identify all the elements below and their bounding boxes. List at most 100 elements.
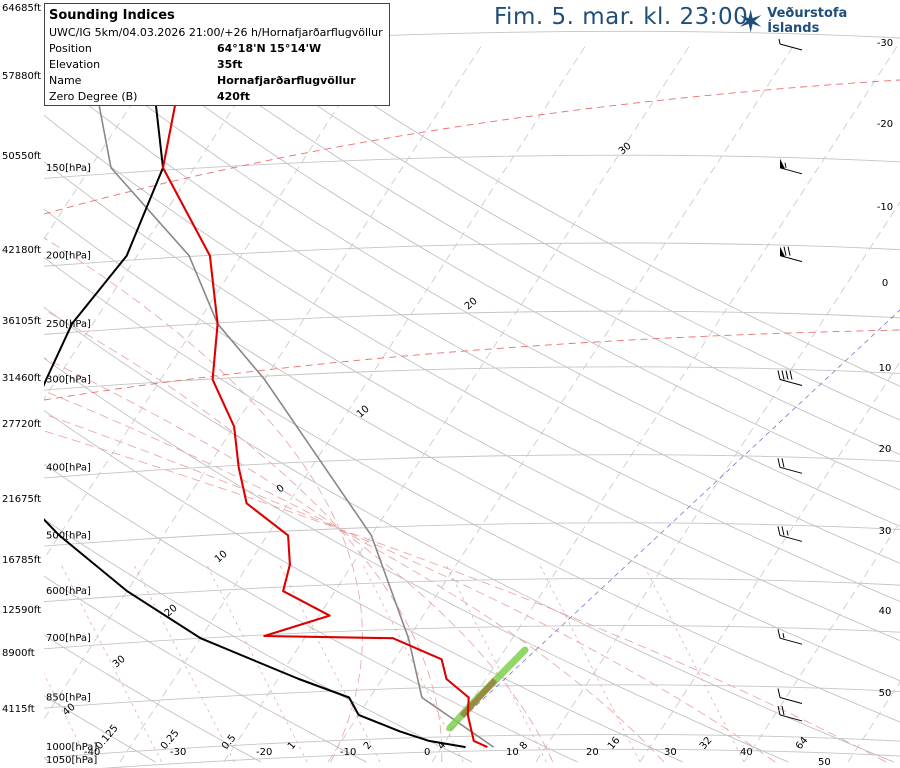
info-value: 64°18'N 15°14'W [217,42,322,55]
isotherm [44,43,380,560]
temperature-tick: 10 [506,747,519,758]
right-temperature-label: 50 [879,688,892,699]
dry-adiabat [44,409,683,763]
info-row-zero-degree: Zero Degree (B) 420ft [49,89,385,105]
height-label: 50550ft [2,151,41,162]
mixing-ratio-label: 1 [286,740,299,752]
height-label: 36105ft [2,316,41,327]
height-label: 21675ft [2,494,41,505]
barb-shaft [779,255,803,263]
pressure-label: 1000[hPa] [46,742,97,753]
height-label: 31460ft [2,373,41,384]
mixing-ratio-line [0,565,16,762]
info-label: Elevation [49,58,101,71]
mixing-ratio-label: 8 [518,740,531,752]
moist-adiabat [44,413,776,763]
pressure-label: 150[hPa] [46,163,91,174]
dry-adiabat [44,575,367,763]
barb-flag [777,629,781,639]
isotherm [639,361,900,763]
curve-label: 40 [61,702,78,719]
wind-barb [777,458,803,474]
axis-labels: 64685ft 57880ft 50550ft 42180ft 36105ft 31460… [2,3,893,768]
temperature-tick: 0 [424,747,430,758]
isobar [44,154,900,179]
mixing-ratio-label: 2 [362,740,375,752]
barb-flag [781,458,785,468]
right-temperature-label: 10 [879,363,892,374]
barb-flag [777,526,781,536]
temperature-tick: -40 [84,747,100,758]
pressure-label: 300[hPa] [46,374,91,385]
dry-adiabat [44,634,262,763]
pressure-label: 600[hPa] [46,586,91,597]
dry-adiabat [44,463,578,763]
temperature-tick: 30 [664,747,677,758]
barb-flag [777,705,781,716]
barb-flag [783,246,787,256]
right-temperature-label: 20 [879,444,892,455]
barb-shaft [779,637,803,645]
temperature-tick: -10 [340,747,356,758]
info-label: Name [49,74,82,87]
barb-shaft [779,534,803,542]
dry-adiabat [44,69,900,564]
moist-adiabat [44,390,665,763]
mixing-ratio-line [643,564,745,763]
pressure-label: 1050[hPa] [46,755,97,766]
mixing-ratio-line [206,564,308,763]
moist-adiabat [44,237,363,763]
temperature-tick: 40 [740,747,753,758]
barb-pennant [780,246,785,257]
right-temperature-label: -20 [877,119,893,130]
info-label: Zero Degree (B) [49,90,138,103]
barb-flag [781,526,785,536]
temperature-tick: 20 [586,747,599,758]
right-temperature-label: 30 [879,526,892,537]
barb-half [786,530,789,536]
barb-half [782,633,785,639]
barb-flag [781,705,785,716]
wind-barb [777,629,803,645]
sounding-indices-box: Sounding Indices UWC/IG 5km/04.03.2026 2… [44,3,390,106]
barb-half [784,162,787,168]
curve-label: 10 [213,549,230,566]
dry-adiabat [259,27,900,387]
height-label: 12590ft [2,605,41,616]
mixing-ratio-line [445,564,547,763]
dewpoint-profile [44,43,466,749]
moist-adiabat [44,357,554,763]
pressure-label: 400[hPa] [46,462,91,473]
dry-adiabat [44,161,900,642]
info-value: Hornafjarðarflugvöllur [217,74,356,87]
pressure-label: 700[hPa] [46,633,91,644]
mixing-ratio-line [279,564,381,763]
height-label: 57880ft [2,71,41,82]
barb-shaft [779,466,803,474]
isobar [44,454,900,479]
isotherm [743,521,900,763]
height-label: 64685ft [2,3,41,14]
dry-adiabat [44,518,473,763]
logo-icon [739,9,762,33]
info-box-title: Sounding Indices [49,8,175,23]
dry-adiabat [44,357,789,763]
wind-barb [777,370,803,386]
logo-text: Veðurstofa Íslands [767,6,848,36]
dry-adiabat [47,27,900,527]
barb-flag [781,370,785,380]
mixing-ratio-label: 0.125 [94,723,121,752]
wind-barb [778,38,803,51]
height-label: 27720ft [2,419,41,430]
isotherm [44,43,276,400]
right-temperature-label: -10 [877,202,893,213]
dry-adiabat [44,114,900,602]
mixing-ratio-label: 0.5 [220,733,239,752]
pressure-label: 250[hPa] [46,319,91,330]
wind-barb [779,246,803,263]
parcel-curve [86,43,495,748]
isobar [44,310,900,335]
info-value: 35ft [217,58,243,71]
temperature-tick: -30 [170,747,186,758]
